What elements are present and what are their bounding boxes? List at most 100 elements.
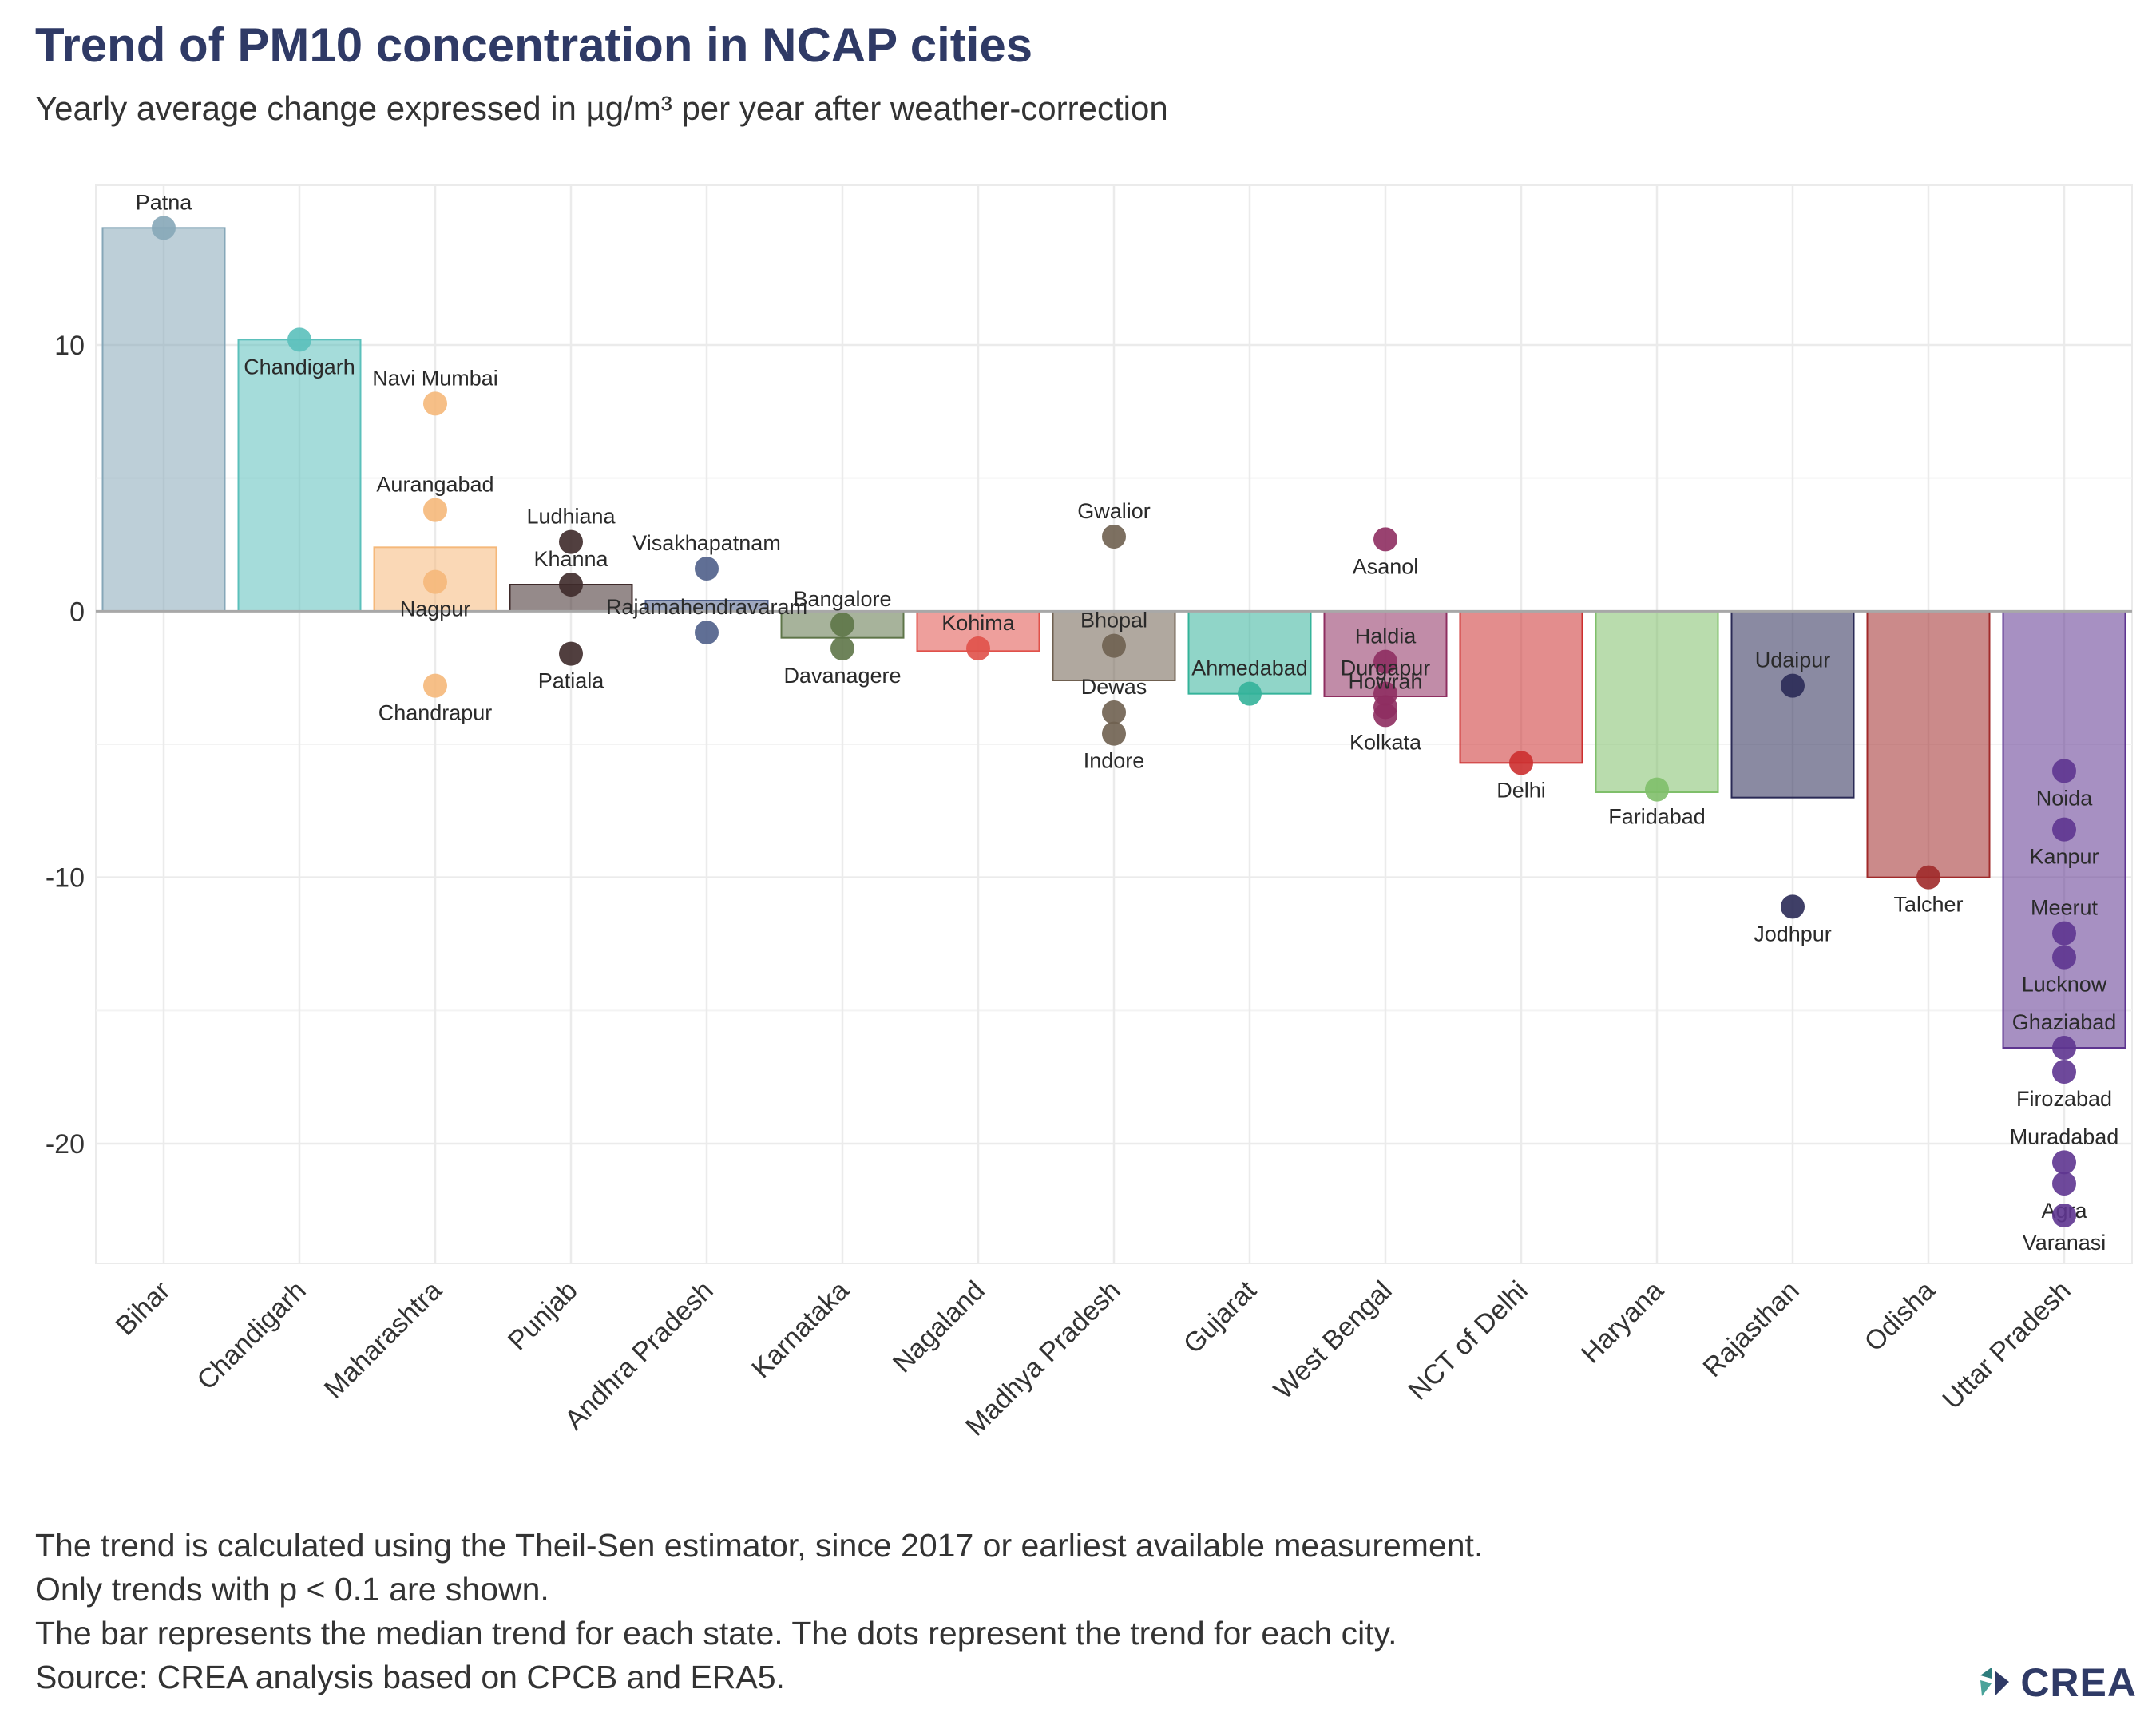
x-tick-label-west-bengal: West Bengal — [1268, 1275, 1398, 1406]
city-point-agra — [2052, 1172, 2076, 1196]
pm10-trend-chart: 10 0 -10 -20 Patna Chandigarh Navi Mumbai Auran… — [46, 184, 2133, 1441]
bar-haryana — [1595, 610, 1719, 793]
city-label-howrah: Howrah — [1348, 669, 1422, 693]
bar-gujarat — [1187, 610, 1312, 695]
city-point-kanpur — [2052, 817, 2076, 842]
city-label-kolkata: Kolkata — [1349, 730, 1422, 754]
city-label-gwalior: Gwalior — [1077, 499, 1151, 523]
city-label-chandrapur: Chandrapur — [378, 701, 493, 725]
city-point-chandigarh — [287, 327, 311, 352]
bar-rajasthan — [1730, 610, 1855, 799]
city-label-haldia: Haldia — [1355, 625, 1417, 648]
bar-bihar — [101, 227, 226, 613]
city-point-haldia — [1373, 649, 1397, 674]
city-point-noida — [2052, 759, 2076, 783]
y-tick-label: -20 — [46, 1129, 85, 1160]
city-label-kohima: Kohima — [941, 611, 1016, 635]
city-point-delhi — [1509, 751, 1533, 775]
city-point-patna — [152, 216, 176, 240]
chart-title: Trend of PM10 concentration in NCAP citi… — [35, 18, 1033, 72]
city-label-ludhiana: Ludhiana — [526, 505, 616, 529]
city-label-dewas: Dewas — [1081, 675, 1147, 699]
city-label-patna: Patna — [136, 190, 193, 214]
city-point-gwalior — [1102, 525, 1126, 549]
city-point-udaipur — [1781, 673, 1805, 698]
city-point-jodhpur — [1781, 894, 1805, 919]
bar-odisha — [1866, 610, 1991, 878]
city-point-firozabad — [2052, 1060, 2076, 1084]
city-point-khanna — [559, 573, 583, 597]
city-label-patiala: Patiala — [538, 669, 605, 693]
city-point-visakhapatnam — [695, 557, 719, 581]
city-point-chandrapur — [423, 673, 447, 698]
city-label-kanpur: Kanpur — [2029, 845, 2099, 869]
city-point-faridabad — [1645, 777, 1669, 802]
caption-line-method: The trend is calculated using the Theil-… — [35, 1527, 1484, 1564]
city-label-muradabad: Muradabad — [2010, 1124, 2119, 1148]
x-tick-label-bihar: Bihar — [110, 1275, 176, 1342]
caption-line-source: Source: CREA analysis based on CPCB and … — [35, 1659, 785, 1695]
city-label-davanagere: Davanagere — [783, 664, 901, 688]
city-label-navi-mumbai: Navi Mumbai — [372, 366, 498, 390]
city-label-talcher: Talcher — [1893, 893, 1963, 917]
city-label-nagpur: Nagpur — [400, 597, 471, 621]
x-tick-label-rajasthan: Rajasthan — [1698, 1275, 1805, 1383]
city-label-chandigarh: Chandigarh — [244, 355, 355, 379]
city-point-kohima — [966, 636, 990, 660]
bar-chandigarh — [237, 339, 362, 613]
city-point-meerut — [2052, 921, 2076, 946]
city-point-davanagere — [830, 636, 854, 660]
city-label-bangalore: Bangalore — [793, 587, 891, 611]
city-label-noida: Noida — [2036, 786, 2094, 810]
city-point-asanol — [1373, 527, 1397, 552]
city-point-bhopal — [1102, 633, 1126, 658]
x-tick-label-uttar-pradesh: Uttar Pradesh — [1936, 1275, 2076, 1415]
city-label-varanasi: Varanasi — [2023, 1231, 2106, 1255]
x-tick-label-gujarat: Gujarat — [1178, 1275, 1262, 1359]
city-point-ludhiana — [559, 529, 583, 554]
city-label-lucknow: Lucknow — [2022, 973, 2107, 997]
city-point-talcher — [1916, 865, 1940, 890]
y-tick-label: 0 — [69, 597, 85, 627]
city-point-ghaziabad — [2052, 1036, 2076, 1060]
city-point-rajamahendravaram — [695, 621, 719, 644]
crea-logo-text: CREA — [2020, 1660, 2137, 1705]
city-label-khanna: Khanna — [533, 547, 608, 571]
city-label-visakhapatnam: Visakhapatnam — [632, 531, 781, 555]
bar-nct-of-delhi — [1459, 610, 1583, 764]
x-tick-label-karnataka: Karnataka — [746, 1275, 855, 1385]
x-tick-label-nagaland: Nagaland — [887, 1275, 991, 1379]
x-tick-label-haryana: Haryana — [1575, 1275, 1670, 1370]
x-tick-label-odisha: Odisha — [1859, 1275, 1941, 1358]
x-tick-label-punjab: Punjab — [502, 1275, 584, 1357]
city-label-indore: Indore — [1084, 749, 1145, 773]
city-point-aurangabad — [423, 498, 447, 522]
city-point-ahmedabad — [1238, 681, 1262, 706]
x-tick-label-chandigarh: Chandigarh — [191, 1275, 311, 1396]
city-label-jodhpur: Jodhpur — [1754, 922, 1832, 946]
caption-line-pvalue: Only trends with p < 0.1 are shown. — [35, 1571, 549, 1608]
city-label-delhi: Delhi — [1496, 778, 1546, 802]
city-point-dewas — [1102, 700, 1126, 724]
city-label-aurangabad: Aurangabad — [376, 473, 493, 497]
city-label-meerut: Meerut — [2031, 896, 2099, 920]
city-point-kolkata — [1373, 703, 1397, 728]
city-point-indore — [1102, 721, 1126, 746]
city-label-firozabad: Firozabad — [2016, 1087, 2112, 1111]
x-tick-label-andhra-pradesh: Andhra Pradesh — [559, 1275, 719, 1436]
city-label-ahmedabad: Ahmedabad — [1191, 656, 1308, 680]
caption-line-legend: The bar represents the median trend for … — [35, 1615, 1397, 1652]
y-tick-label: 10 — [54, 331, 85, 361]
city-point-navi-mumbai — [423, 391, 447, 416]
city-label-udaipur: Udaipur — [1755, 648, 1831, 672]
city-point-patiala — [559, 641, 583, 666]
chart-subtitle: Yearly average change expressed in µg/m³… — [35, 89, 1168, 127]
crea-logo-icon — [1980, 1668, 2010, 1696]
x-tick-label-maharashtra: Maharashtra — [319, 1275, 448, 1405]
city-point-lucknow — [2052, 945, 2076, 970]
city-label-ghaziabad: Ghaziabad — [2012, 1010, 2117, 1034]
city-point-varanasi — [2052, 1204, 2076, 1227]
city-label-rajamahendravaram: Rajamahendravaram — [606, 595, 807, 619]
city-label-asanol: Asanol — [1353, 554, 1419, 578]
crea-logo: CREA — [1977, 1660, 2137, 1706]
